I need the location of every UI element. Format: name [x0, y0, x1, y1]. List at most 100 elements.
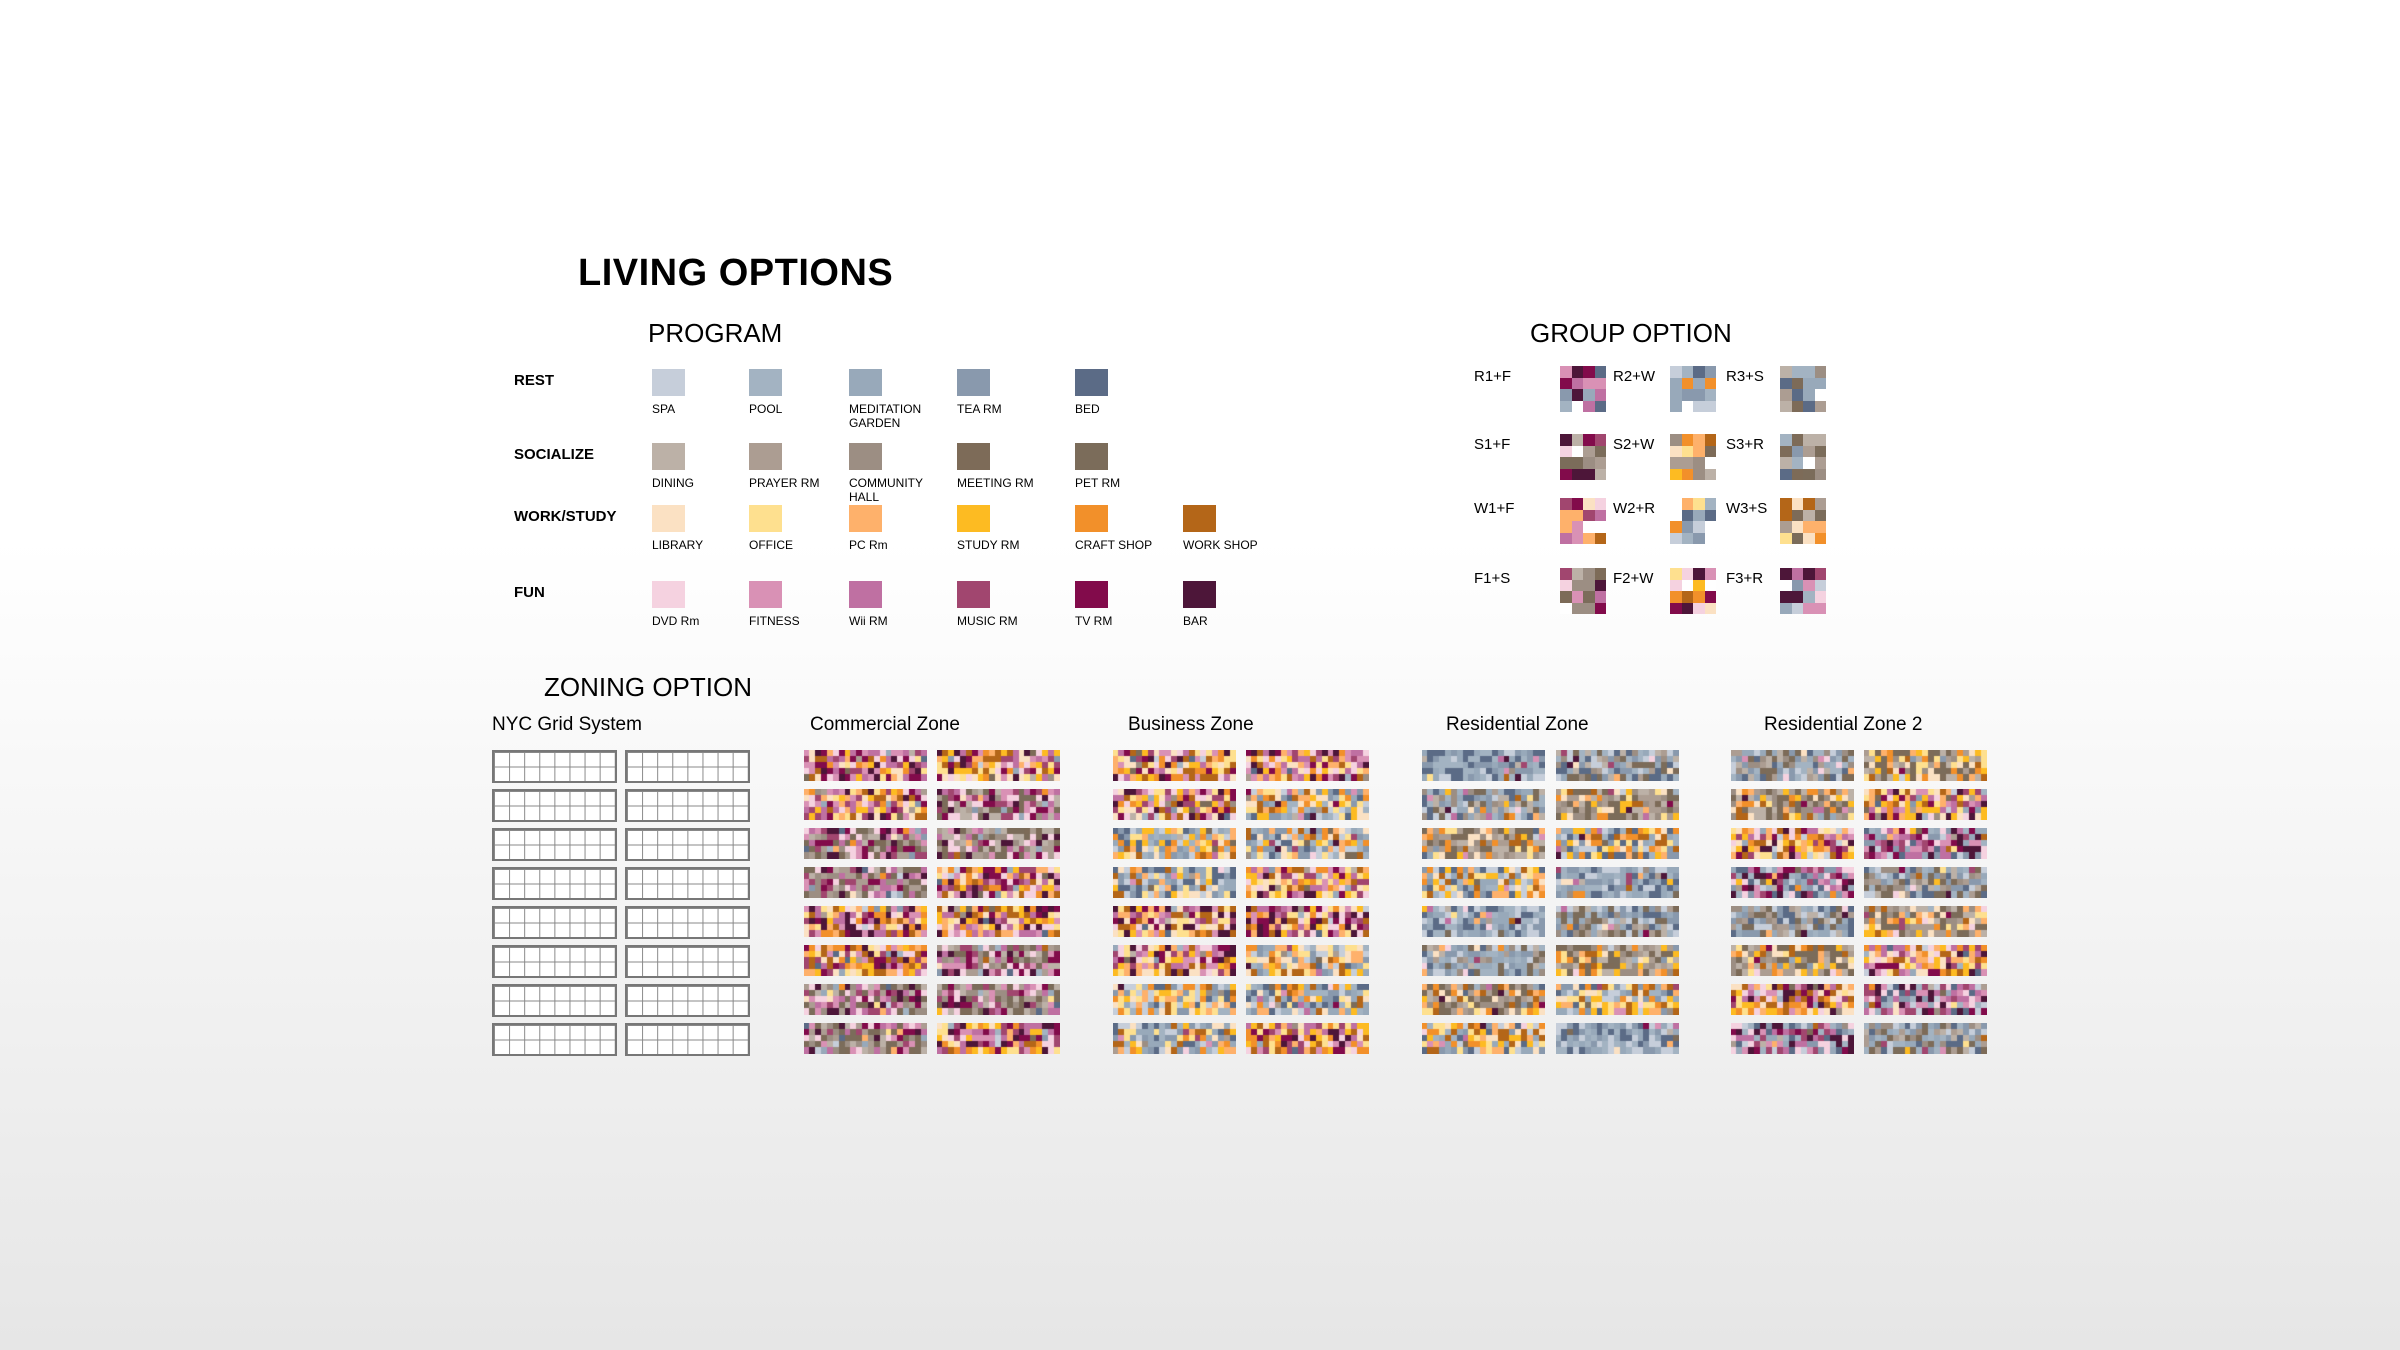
group-cell	[1791, 521, 1803, 533]
group-cell	[1670, 400, 1682, 412]
group-label-r1-f: R1+F	[1474, 368, 1512, 385]
group-pattern-r1-f	[1560, 366, 1606, 412]
item-label-bar: BAR	[1183, 614, 1208, 628]
group-cell	[1583, 498, 1595, 510]
group-cell	[1670, 498, 1682, 510]
zone-block	[1864, 984, 1987, 1015]
group-cell	[1583, 568, 1595, 580]
item-label-pool: POOL	[749, 402, 783, 416]
nyc-grid-block	[625, 867, 750, 900]
group-cell	[1704, 389, 1716, 401]
swatch-work-shop	[1183, 505, 1216, 532]
swatch-dvd-rm	[652, 581, 685, 608]
group-cell	[1803, 591, 1815, 603]
group-cell	[1681, 366, 1693, 378]
group-cell	[1780, 591, 1792, 603]
group-cell	[1560, 400, 1572, 412]
group-label-f1-s: F1+S	[1474, 570, 1511, 587]
zone-block	[1731, 828, 1854, 859]
group-cell	[1583, 468, 1595, 480]
nyc-grid-block	[625, 945, 750, 978]
item-label-tea-rm: TEA RM	[957, 402, 1002, 416]
group-cell	[1791, 445, 1803, 457]
group-cell	[1780, 579, 1792, 591]
swatch-craft-shop	[1075, 505, 1108, 532]
group-cell	[1571, 521, 1583, 533]
group-cell	[1560, 434, 1572, 446]
group-label-f3-r: F3+R	[1726, 570, 1764, 587]
group-cell	[1571, 389, 1583, 401]
group-cell	[1594, 434, 1606, 446]
group-cell	[1693, 389, 1705, 401]
nyc-grid-block	[625, 789, 750, 822]
group-cell	[1780, 568, 1792, 580]
zone-block	[937, 945, 1060, 976]
group-cell	[1583, 434, 1595, 446]
group-cell	[1693, 591, 1705, 603]
group-cell	[1583, 521, 1595, 533]
group-cell	[1583, 602, 1595, 614]
nyc-grid-block	[492, 945, 617, 978]
zone-title-residential-zone-2: Residential Zone 2	[1764, 714, 1923, 735]
group-cell	[1571, 457, 1583, 469]
nyc-grid-block	[492, 789, 617, 822]
zone-block	[804, 867, 927, 898]
group-cell	[1814, 377, 1826, 389]
group-cell	[1594, 568, 1606, 580]
group-cell	[1780, 532, 1792, 544]
group-cell	[1791, 434, 1803, 446]
swatch-community-hall	[849, 443, 882, 470]
group-cell	[1594, 366, 1606, 378]
group-cell	[1704, 400, 1716, 412]
nyc-grid-block	[492, 750, 617, 783]
nyc-grid-block	[625, 828, 750, 861]
group-pattern-r3-s	[1780, 366, 1826, 412]
group-cell	[1571, 498, 1583, 510]
group-cell	[1571, 377, 1583, 389]
item-label-study-rm: STUDY RM	[957, 538, 1020, 552]
zone-block	[1422, 984, 1545, 1015]
group-cell	[1594, 602, 1606, 614]
group-cell	[1681, 389, 1693, 401]
zone-block	[804, 906, 927, 937]
group-cell	[1780, 445, 1792, 457]
zone-block	[1246, 945, 1369, 976]
group-cell	[1704, 468, 1716, 480]
group-cell	[1571, 445, 1583, 457]
group-cell	[1571, 579, 1583, 591]
group-cell	[1571, 602, 1583, 614]
group-cell	[1681, 509, 1693, 521]
group-cell	[1594, 591, 1606, 603]
swatch-study-rm	[957, 505, 990, 532]
group-cell	[1571, 532, 1583, 544]
group-cell	[1693, 434, 1705, 446]
group-cell	[1791, 591, 1803, 603]
group-cell	[1791, 457, 1803, 469]
group-cell	[1583, 509, 1595, 521]
group-cell	[1693, 498, 1705, 510]
zone-block	[1864, 906, 1987, 937]
zone-block	[804, 1023, 927, 1054]
group-cell	[1594, 532, 1606, 544]
group-cell	[1780, 468, 1792, 480]
group-cell	[1560, 579, 1572, 591]
zone-block	[1556, 789, 1679, 820]
item-label-fitness: FITNESS	[749, 614, 800, 628]
swatch-meditation-garden	[849, 369, 882, 396]
zone-block	[937, 906, 1060, 937]
zone-block	[1731, 867, 1854, 898]
zone-block	[1246, 984, 1369, 1015]
group-cell	[1803, 366, 1815, 378]
group-cell	[1791, 366, 1803, 378]
item-label-pc-rm: PC Rm	[849, 538, 888, 552]
program-heading: PROGRAM	[648, 318, 783, 348]
group-cell	[1571, 400, 1583, 412]
swatch-fitness	[749, 581, 782, 608]
page-title: LIVING OPTIONS	[578, 252, 894, 294]
group-cell	[1814, 591, 1826, 603]
zone-block	[937, 867, 1060, 898]
group-pattern-w2-r	[1670, 498, 1716, 544]
group-cell	[1693, 457, 1705, 469]
group-label-s1-f: S1+F	[1474, 436, 1511, 453]
zone-block	[1731, 984, 1854, 1015]
